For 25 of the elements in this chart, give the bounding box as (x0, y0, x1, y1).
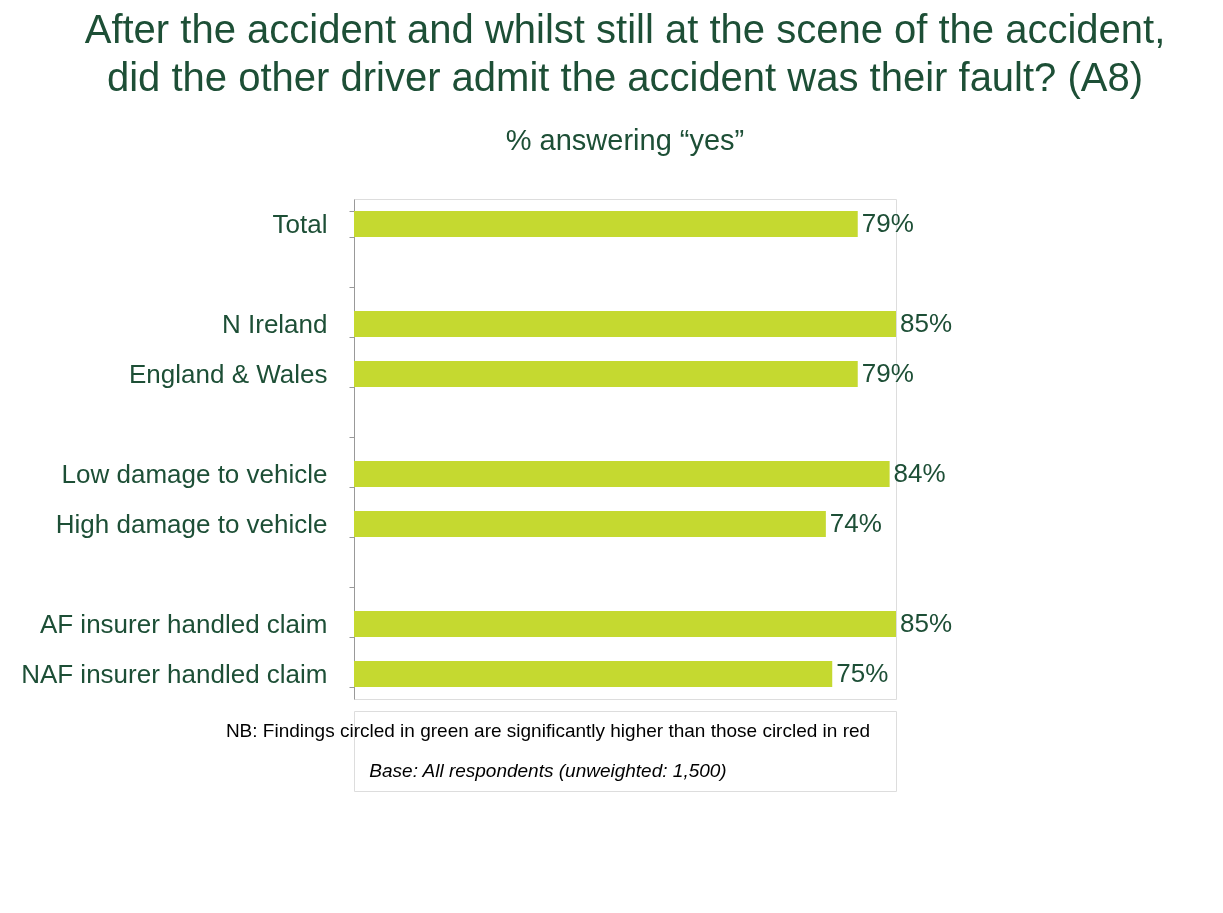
bar (354, 361, 858, 387)
chart-title: After the accident and whilst still at the scene of the accident, did the other driver admit the accident was their fault? (A8) (84, 7, 1166, 99)
y-tick-label: Low damage to vehicle (61, 458, 328, 489)
y-tick-label: NAF insurer handled claim (21, 658, 328, 689)
y-tick-label: N Ireland (222, 308, 328, 339)
bar (354, 611, 896, 637)
data-label: 85% (900, 308, 953, 338)
text: NB: Findings circled in green are significantly higher than those circled in red (225, 720, 871, 741)
data-label: 74% (829, 508, 882, 538)
data-label: 79% (861, 358, 914, 388)
bar (354, 211, 858, 237)
y-tick-label: England & Wales (129, 358, 328, 389)
y-tick-label: Total (272, 208, 328, 239)
bar (354, 661, 833, 687)
data-label: 75% (836, 658, 889, 688)
y-tick-label: AF insurer handled claim (39, 608, 328, 639)
data-label: 79% (861, 208, 914, 238)
data-label: 84% (893, 458, 946, 488)
y-tick-label: High damage to vehicle (55, 508, 328, 539)
text: Base: All respondents (unweighted: 1,500) (369, 760, 727, 781)
bar (354, 461, 890, 487)
chart-subtitle: % answering “yes” (505, 124, 745, 156)
bar (354, 511, 826, 537)
bar (354, 311, 896, 337)
data-label: 85% (900, 608, 953, 638)
